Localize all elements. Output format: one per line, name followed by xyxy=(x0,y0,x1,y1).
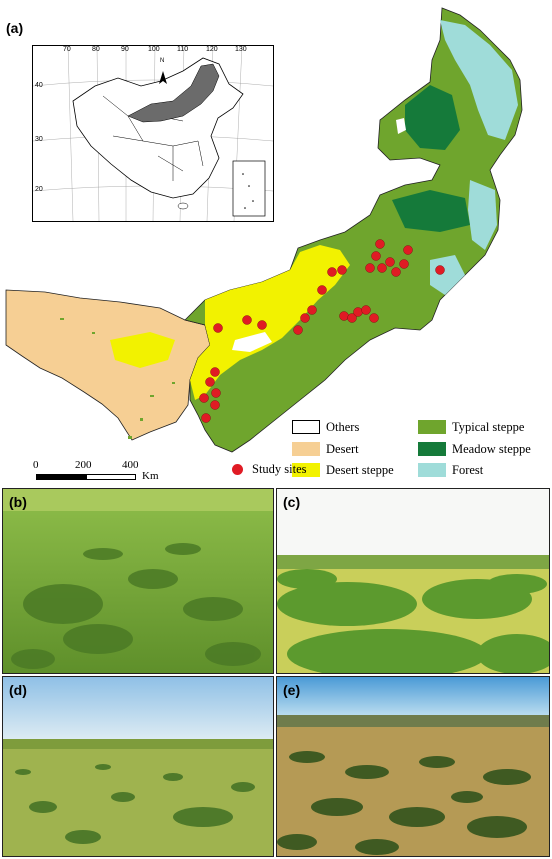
inset-lon-tick: 90 xyxy=(121,46,129,53)
study-site-dot xyxy=(435,265,445,275)
legend-swatch-typical-steppe xyxy=(418,420,446,434)
study-site-dot xyxy=(353,307,363,317)
inset-lon-tick: 100 xyxy=(148,46,160,53)
inset-lat-tick: 20 xyxy=(35,186,43,193)
study-sites-layer xyxy=(199,239,445,423)
meadow-steppe-patch xyxy=(392,190,470,232)
legend-swatch-meadow-steppe xyxy=(418,442,446,456)
north-arrow-icon xyxy=(159,71,167,84)
study-site-dot xyxy=(327,267,337,277)
inset-lon-tick: 120 xyxy=(206,46,218,53)
study-site-dot xyxy=(201,413,211,423)
legend-label-meadow-steppe: Meadow steppe xyxy=(452,442,531,456)
legend-swatch-others xyxy=(292,420,320,434)
legend-label-typical-steppe: Typical steppe xyxy=(452,420,525,434)
study-site-dot xyxy=(257,320,267,330)
north-label: N xyxy=(160,58,165,64)
blank-area xyxy=(396,118,406,134)
study-site-dot xyxy=(210,400,220,410)
scale-unit: Km xyxy=(142,470,159,482)
scale-tick-200: 200 xyxy=(75,459,92,471)
panel-d-label: (d) xyxy=(9,682,27,698)
legend-swatch-forest xyxy=(418,463,446,477)
legend-label-desert: Desert xyxy=(326,442,359,456)
meadow-steppe-patch xyxy=(405,85,460,150)
legend-label-desert-steppe: Desert steppe xyxy=(326,463,394,477)
desert-region xyxy=(5,289,211,441)
photo-panel-e: (e) xyxy=(276,676,550,857)
legend-label-study-sites: Study sites xyxy=(252,462,307,476)
study-site-dot xyxy=(205,377,215,387)
photo-panel-b: (b) xyxy=(2,488,274,674)
desert-vegetation-flecks xyxy=(60,318,175,439)
legend-swatch-desert xyxy=(292,442,320,456)
panel-b-label: (b) xyxy=(9,494,27,510)
panel-e-label: (e) xyxy=(283,682,301,698)
others-patch xyxy=(232,332,272,352)
study-site-dot xyxy=(375,239,385,249)
legend-label-forest: Forest xyxy=(452,463,484,477)
desert-steppe-patch xyxy=(110,332,175,368)
inset-lon-tick: 70 xyxy=(63,46,71,53)
study-site-dot xyxy=(403,245,413,255)
study-site-dot xyxy=(391,267,401,277)
study-site-dot xyxy=(385,257,395,267)
study-site-dot xyxy=(199,393,209,403)
forest-patch xyxy=(430,255,465,295)
inset-map-frame: 70 80 90 100 110 120 130 40 30 20 N xyxy=(32,45,274,222)
desert-steppe-region xyxy=(190,245,350,400)
study-site-dot xyxy=(365,263,375,273)
study-site-dot xyxy=(399,259,409,269)
china-inset-map xyxy=(32,45,274,222)
study-site-dot xyxy=(211,388,221,398)
photo-panel-d: (d) xyxy=(2,676,274,857)
study-site-dot xyxy=(361,305,371,315)
study-site-dot xyxy=(213,323,223,333)
study-site-dot xyxy=(371,251,381,261)
study-site-dot xyxy=(339,311,349,321)
legend-swatch-study-sites xyxy=(232,464,243,475)
study-site-dot xyxy=(377,263,387,273)
legend-label-others: Others xyxy=(326,420,360,434)
legend-swatch-desert-steppe xyxy=(292,463,320,477)
inset-lat-tick: 40 xyxy=(35,82,43,89)
study-site-dot xyxy=(347,313,357,323)
scale-tick-0: 0 xyxy=(33,459,39,471)
study-site-dot xyxy=(242,315,252,325)
study-site-dot xyxy=(293,325,303,335)
scale-tick-400: 400 xyxy=(122,459,139,471)
scale-bar-black xyxy=(36,474,86,480)
forest-patch xyxy=(440,20,518,140)
scale-bar-white xyxy=(86,474,136,480)
panel-a-label: (a) xyxy=(6,20,24,36)
inner-mongolia-shaded xyxy=(127,63,220,123)
inset-lon-tick: 130 xyxy=(235,46,247,53)
inset-lon-tick: 110 xyxy=(177,46,189,53)
panel-c-label: (c) xyxy=(283,494,301,510)
study-site-dot xyxy=(307,305,317,315)
inset-lon-tick: 80 xyxy=(92,46,100,53)
study-site-dot xyxy=(210,367,220,377)
inner-mongolia-map xyxy=(5,7,523,453)
forest-patch xyxy=(468,180,497,250)
study-site-dot xyxy=(300,313,310,323)
study-site-dot xyxy=(317,285,327,295)
photo-panel-c: (c) xyxy=(276,488,550,674)
inset-lat-tick: 30 xyxy=(35,136,43,143)
study-site-dot xyxy=(369,313,379,323)
study-site-dot xyxy=(337,265,347,275)
